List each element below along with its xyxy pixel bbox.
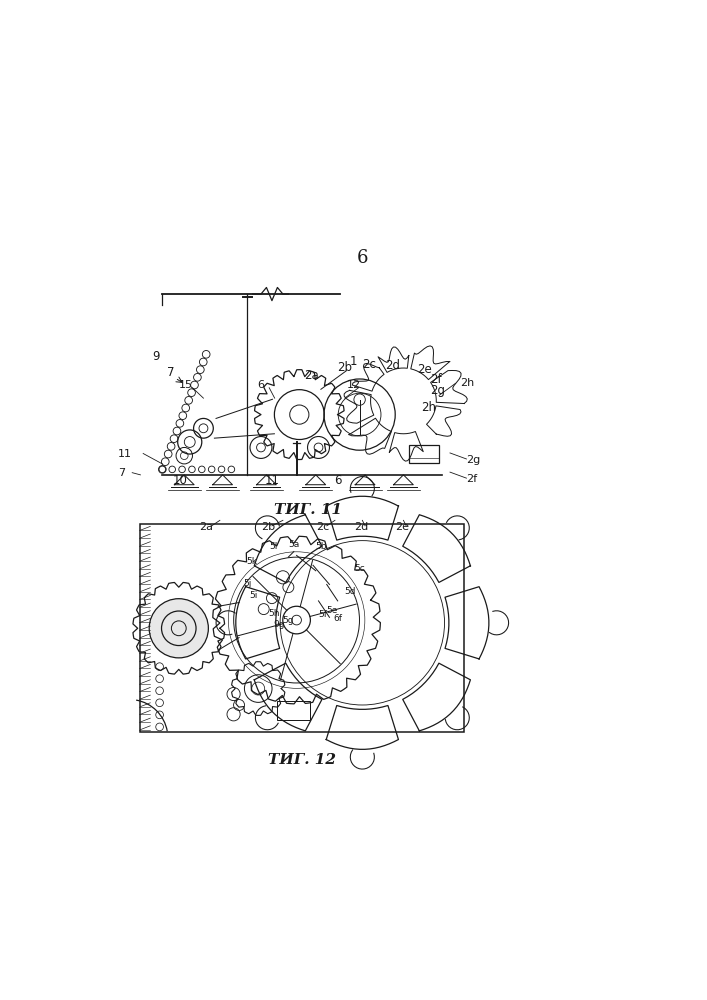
Text: 2h: 2h [421, 401, 436, 414]
Text: 12: 12 [347, 380, 361, 390]
Text: 2b: 2b [261, 522, 275, 532]
Text: 5d: 5d [344, 587, 356, 596]
Text: 5b: 5b [315, 542, 327, 551]
Text: 5h: 5h [268, 609, 279, 618]
Text: 5j: 5j [243, 579, 252, 588]
Text: 7: 7 [168, 366, 175, 379]
Text: 11: 11 [264, 474, 279, 487]
Text: 2g: 2g [467, 455, 481, 465]
Text: 11: 11 [118, 449, 132, 459]
Text: 5f: 5f [318, 610, 327, 619]
Text: 2d: 2d [385, 359, 401, 372]
Text: 2f: 2f [430, 373, 441, 386]
Text: 6: 6 [257, 380, 264, 390]
Text: 2b: 2b [337, 361, 352, 374]
Text: 2d: 2d [354, 522, 368, 532]
Text: 1: 1 [349, 355, 357, 368]
Text: ΤИГ. 11: ΤИГ. 11 [274, 503, 341, 517]
Text: 2e: 2e [417, 363, 432, 376]
Text: 6: 6 [356, 249, 368, 267]
Circle shape [149, 599, 209, 658]
Text: 2e: 2e [395, 522, 409, 532]
Bar [409, 445, 439, 463]
Text: 7: 7 [119, 468, 126, 478]
Bar [141, 524, 464, 732]
Text: 5i: 5i [250, 591, 258, 600]
Text: 2g: 2g [430, 384, 445, 397]
Text: 5g: 5g [283, 616, 294, 625]
Text: 10: 10 [173, 474, 188, 487]
Text: 5a: 5a [288, 540, 300, 549]
Text: 2a: 2a [199, 522, 214, 532]
Text: 2f: 2f [467, 474, 477, 484]
Text: ΤИГ. 12: ΤИГ. 12 [268, 753, 336, 767]
Text: 2c: 2c [363, 358, 376, 371]
Text: 5k: 5k [246, 557, 257, 566]
Text: 6: 6 [334, 474, 341, 487]
Text: 5c: 5c [354, 564, 365, 573]
Text: 5e: 5e [327, 606, 338, 615]
Text: 9g: 9g [274, 620, 285, 629]
Text: 2h: 2h [460, 378, 474, 388]
Bar [277, 701, 310, 720]
Text: 5l: 5l [269, 542, 278, 551]
Text: 2c: 2c [316, 522, 329, 532]
Text: 2a: 2a [305, 369, 320, 382]
Text: 15: 15 [178, 380, 192, 390]
Text: 9: 9 [152, 350, 160, 363]
Text: 6f: 6f [333, 614, 342, 623]
